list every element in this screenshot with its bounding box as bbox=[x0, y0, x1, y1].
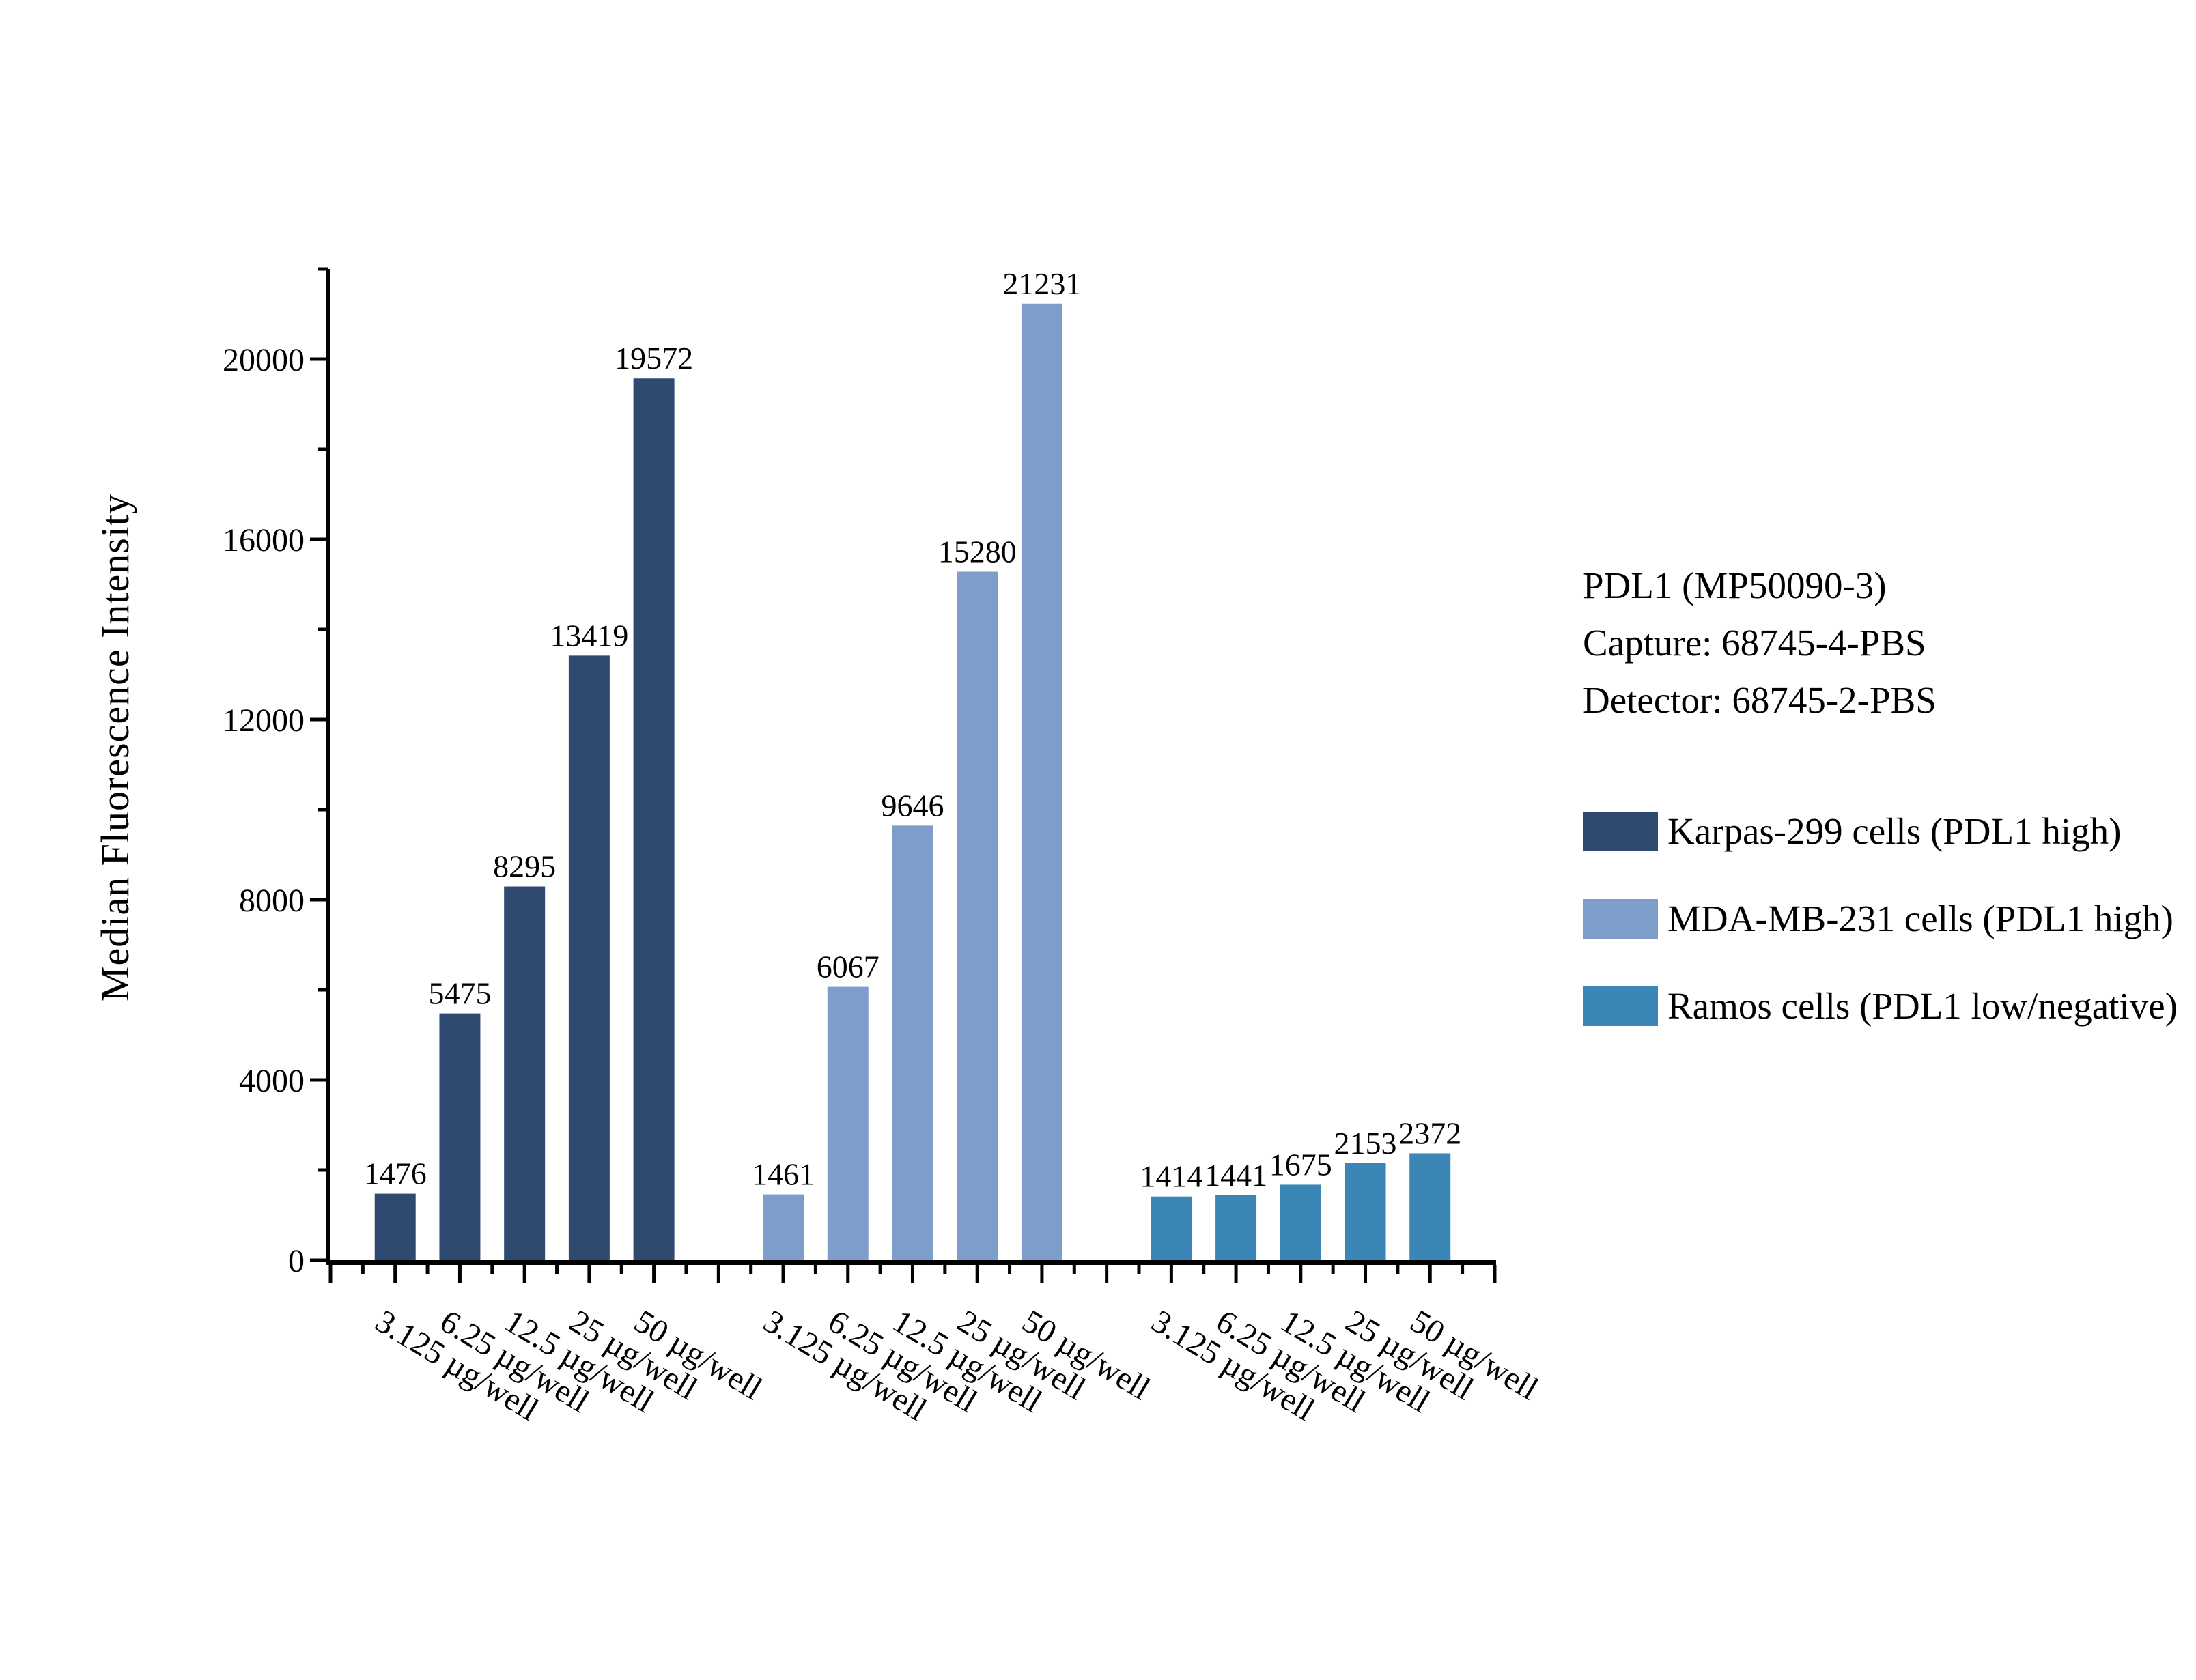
legend-swatch-karpas bbox=[1583, 811, 1658, 851]
y-tick-labels-group: 0 4000 8000 12000 16000 20000 bbox=[223, 342, 305, 1279]
bar bbox=[1280, 1184, 1321, 1260]
bar-value-label: 2372 bbox=[1398, 1115, 1461, 1150]
legend-swatch-ramos bbox=[1583, 986, 1658, 1026]
y-axis-title: Median Fluorescence Intensity bbox=[93, 494, 137, 1001]
bar bbox=[957, 571, 998, 1260]
bar bbox=[374, 1193, 416, 1260]
legend-label: Karpas-299 cells (PDL1 high) bbox=[1667, 810, 2122, 852]
bar-value-labels-group: 1476 5475 8295 13419 19572 1461 6067 9646 15280 2… bbox=[364, 266, 1462, 1194]
y-tick-label: 0 bbox=[288, 1243, 305, 1279]
bar-value-label: 1441 bbox=[1205, 1158, 1267, 1193]
bar-value-label: 2153 bbox=[1334, 1126, 1397, 1161]
y-tick-label: 12000 bbox=[223, 702, 305, 739]
bar-value-label: 19572 bbox=[615, 341, 693, 375]
bar-value-label: 5475 bbox=[428, 976, 491, 1011]
legend-item: Karpas-299 cells (PDL1 high) bbox=[1583, 810, 2178, 853]
bar-value-label: 1476 bbox=[364, 1156, 427, 1191]
bar bbox=[1151, 1196, 1192, 1260]
bar bbox=[1409, 1153, 1451, 1260]
legend-swatch-mda-mb-231 bbox=[1583, 898, 1658, 939]
axes-group bbox=[310, 267, 1497, 1283]
bar-value-label: 1414 bbox=[1140, 1159, 1202, 1194]
y-tick-label: 4000 bbox=[239, 1063, 305, 1099]
bar-value-label: 6067 bbox=[817, 950, 879, 984]
bar-value-label: 9646 bbox=[881, 788, 944, 823]
annotation-line: Capture: 68745-4-PBS bbox=[1583, 622, 1926, 664]
legend-label: MDA-MB-231 cells (PDL1 high) bbox=[1667, 898, 2173, 939]
y-tick-label: 16000 bbox=[223, 522, 305, 558]
bar bbox=[827, 986, 869, 1260]
bar-value-label: 8295 bbox=[493, 849, 556, 884]
bar-value-label: 1675 bbox=[1269, 1147, 1332, 1182]
bar bbox=[439, 1013, 481, 1260]
bar bbox=[504, 886, 546, 1260]
bar bbox=[892, 825, 933, 1260]
bar-value-label: 1461 bbox=[752, 1157, 815, 1192]
legend-item: Ramos cells (PDL1 low/negative) bbox=[1583, 984, 2178, 1027]
bar-value-label: 21231 bbox=[1002, 266, 1081, 301]
y-tick-label: 20000 bbox=[223, 342, 305, 378]
bar bbox=[633, 378, 675, 1260]
annotation-line: Detector: 68745-2-PBS bbox=[1583, 679, 1937, 721]
legend: Karpas-299 cells (PDL1 high) MDA-MB-231 … bbox=[1583, 810, 2178, 1072]
bar bbox=[1215, 1195, 1257, 1260]
bars-group bbox=[374, 303, 1451, 1260]
legend-item: MDA-MB-231 cells (PDL1 high) bbox=[1583, 897, 2178, 940]
bar-value-label: 15280 bbox=[938, 535, 1017, 569]
bar bbox=[1021, 303, 1062, 1260]
bar bbox=[568, 655, 610, 1260]
annotation-block: PDL1 (MP50090-3) Capture: 68745-4-PBS De… bbox=[1583, 557, 1937, 729]
annotation-line: PDL1 (MP50090-3) bbox=[1583, 565, 1887, 606]
legend-label: Ramos cells (PDL1 low/negative) bbox=[1667, 985, 2178, 1027]
bar-value-label: 13419 bbox=[550, 618, 628, 653]
bar bbox=[1345, 1163, 1386, 1260]
y-tick-label: 8000 bbox=[239, 883, 305, 919]
bar bbox=[763, 1194, 804, 1260]
